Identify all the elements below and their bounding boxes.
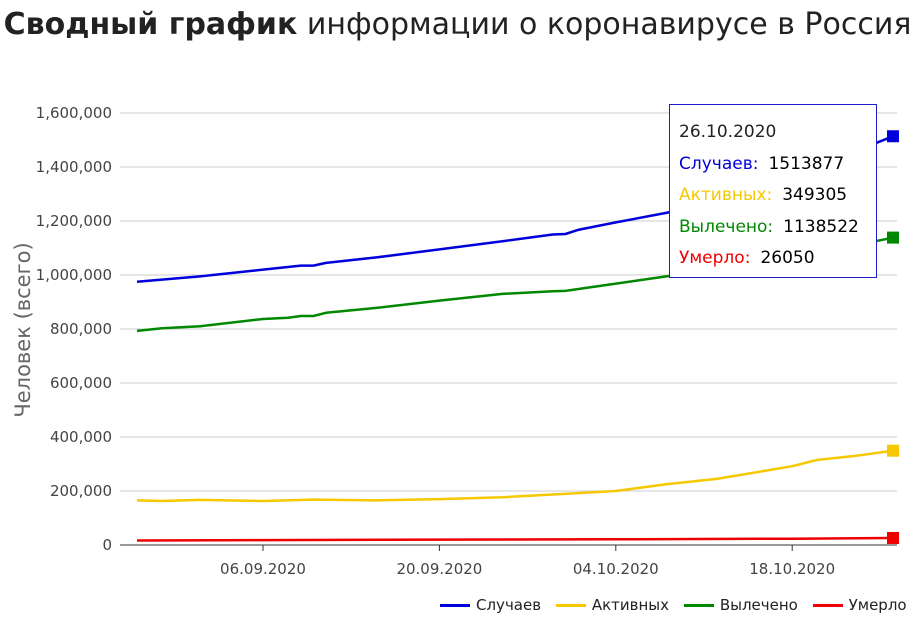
tooltip-value: 1138522 [783,216,859,237]
y-tick-label: 400,000 [50,428,112,446]
legend-item-deaths[interactable]: Умерло [812,596,907,614]
y-tick-label: 1,000,000 [36,266,112,284]
legend-swatch [812,604,843,607]
tooltip-label: Вылечено: [679,216,774,237]
legend-swatch [683,604,714,607]
tooltip-value: 26050 [760,248,815,268]
tooltip-row-deaths: Умерло: 26050 [679,243,876,275]
tooltip-label: Активных: [679,185,773,205]
x-tick-label: 06.09.2020 [220,560,306,578]
chart-title-rest: информации о коронавирусе в Россия [297,7,912,42]
y-axis-label: Человек (всего) [11,242,35,417]
y-tick-label: 1,400,000 [36,158,112,176]
x-axis: 06.09.2020 20.09.2020 04.10.2020 18.10.2020 [220,545,835,578]
series-end-markers [887,130,899,544]
tooltip-row-cases: Случаев: 1513877 [679,149,876,181]
y-tick-label: 800,000 [50,320,112,338]
legend-label: Активных [591,596,670,614]
y-tick-label: 200,000 [50,482,112,500]
hover-tooltip: 26.10.2020 Случаев: 1513877 Активных: 3493… [669,104,877,278]
legend-label: Вылечено [719,596,798,614]
series-line-1[interactable] [136,449,894,503]
x-tick-label: 20.09.2020 [396,560,482,578]
series-end-marker[interactable] [887,444,899,457]
tooltip-date: 26.10.2020 [679,122,777,142]
tooltip-label: Умерло: [679,248,751,268]
tooltip-row-active: Активных: 349305 [679,180,876,212]
tooltip-row-recovered: Вылечено: 1138522 [679,212,876,244]
y-tick-label: 0 [102,536,112,554]
legend-item-cases[interactable]: Случаев [440,596,541,614]
legend-item-recovered[interactable]: Вылечено [683,596,798,614]
legend-swatch [440,604,470,607]
y-tick-label: 1,600,000 [36,104,112,122]
y-tick-label: 600,000 [50,374,112,392]
y-tick-label: 1,200,000 [36,212,112,230]
series-line-3[interactable] [136,536,894,542]
series-end-marker[interactable] [887,231,899,244]
tooltip-value: 1513877 [768,153,845,174]
legend-label: Случаев [476,596,542,614]
x-tick-label: 18.10.2020 [749,560,835,578]
chart-title-bold: Сводный график [3,7,298,42]
legend-label: Умерло [848,596,907,614]
series-end-marker[interactable] [887,130,899,143]
y-axis: 0 200,000 400,000 600,000 800,000 1,000,000 1,… [36,104,112,554]
legend-swatch [555,604,586,607]
tooltip-label: Случаев: [679,153,759,174]
chart-title: Сводный график информации о коронавирусе… [0,4,915,46]
tooltip-value: 349305 [782,185,848,205]
series-end-marker[interactable] [887,531,899,544]
legend-item-active[interactable]: Активных [555,596,670,614]
x-tick-label: 04.10.2020 [573,560,659,578]
legend: Случаев Активных Вылечено Умерло [440,596,915,620]
